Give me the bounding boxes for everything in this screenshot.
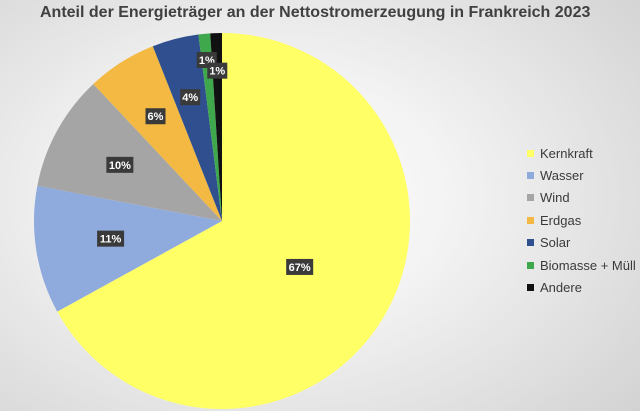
legend-swatch	[527, 216, 534, 224]
legend-label: Andere	[540, 280, 582, 296]
data-label-text: 1%	[209, 66, 225, 78]
legend-label: Erdgas	[540, 212, 582, 228]
legend-label: Kernkraft	[540, 145, 593, 161]
data-label-erdgas: 6%	[145, 108, 166, 125]
data-label-box	[180, 89, 201, 106]
slice-biomasse-m-ll	[198, 33, 222, 222]
legend-swatch	[527, 194, 534, 202]
chart-title: Anteil der Energieträger an der Nettostr…	[40, 4, 591, 21]
data-label-wind: 10%	[106, 156, 134, 173]
legend-item-wasser: Wasser	[527, 164, 636, 186]
data-label-box	[145, 108, 166, 125]
legend-label: Biomasse + Müll	[540, 257, 636, 273]
legend-swatch	[527, 239, 534, 247]
data-label-text: 4%	[182, 92, 198, 104]
data-label-box	[286, 258, 314, 275]
legend-label: Solar	[540, 235, 571, 251]
legend-item-kernkraft: Kernkraft	[527, 142, 636, 164]
slice-andere	[210, 33, 222, 221]
legend-label: Wind	[540, 190, 570, 206]
slice-wasser	[34, 185, 223, 312]
data-label-solar: 4%	[180, 89, 201, 106]
data-label-wasser: 11%	[97, 230, 125, 247]
data-label-text: 67%	[289, 262, 311, 274]
slice-kernkraft	[57, 33, 411, 409]
data-label-box	[106, 156, 134, 173]
legend-item-andere: Andere	[527, 276, 636, 298]
legend-item-solar: Solar	[527, 232, 636, 254]
legend: Kernkraft Wasser Wind Erdgas Solar Biomasse +…	[527, 142, 636, 299]
legend-label: Wasser	[540, 168, 584, 184]
legend-item-erdgas: Erdgas	[527, 209, 636, 231]
data-label-andere: 1%	[207, 62, 228, 79]
data-label-text: 11%	[100, 234, 122, 246]
data-label-kernkraft: 67%	[286, 258, 314, 275]
legend-swatch	[527, 261, 534, 269]
data-label-text: 6%	[148, 111, 164, 123]
slice-wind	[37, 83, 222, 222]
legend-swatch	[527, 172, 534, 180]
legend-swatch	[527, 284, 534, 292]
data-label-box	[97, 230, 125, 247]
slice-erdgas	[93, 46, 222, 221]
data-label-text: 10%	[109, 160, 131, 172]
legend-item-biomasse-m-ll: Biomasse + Müll	[527, 254, 636, 276]
legend-swatch	[527, 149, 534, 157]
data-label-box	[207, 62, 228, 79]
legend-item-wind: Wind	[527, 187, 636, 209]
slice-solar	[152, 34, 222, 221]
